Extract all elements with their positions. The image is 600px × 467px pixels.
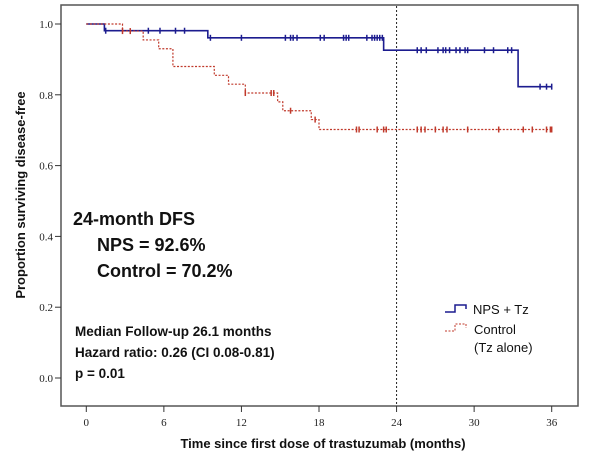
x-tick-label: 24 xyxy=(391,417,403,429)
x-tick-label: 0 xyxy=(84,417,90,429)
legend-swatch-nps xyxy=(445,304,467,313)
legend-label-control-line2: (Tz alone) xyxy=(474,340,533,355)
plot-frame xyxy=(60,4,579,407)
x-tick-label: 36 xyxy=(546,417,558,429)
x-axis-label: Time since first dose of trastuzumab (mo… xyxy=(180,436,465,451)
y-tick-label: 0.8 xyxy=(39,90,53,102)
annotation-dfs-title: 24-month DFS xyxy=(73,209,195,229)
legend-label-nps: NPS + Tz xyxy=(473,302,529,317)
x-tick-label: 30 xyxy=(469,417,481,429)
annotation-p-value: p = 0.01 xyxy=(75,366,125,381)
x-tick-label: 12 xyxy=(236,417,247,429)
annotation-nps-dfs: NPS = 92.6% xyxy=(97,235,206,255)
legend: NPS + Tz Control (Tz alone) xyxy=(445,302,533,355)
survival-curve-nps-tz xyxy=(86,23,552,88)
legend-swatch-control xyxy=(445,323,467,332)
y-axis-label: Proportion surviving disease-free xyxy=(13,91,28,298)
x-tick-label: 6 xyxy=(161,417,167,429)
y-tick-label: 0.6 xyxy=(39,161,53,173)
legend-label-control: Control xyxy=(474,322,516,337)
y-tick-label: 0.0 xyxy=(39,373,53,385)
annotation-control-dfs: Control = 70.2% xyxy=(97,261,233,281)
x-tick-label: 18 xyxy=(314,417,326,429)
y-tick-label: 0.4 xyxy=(39,231,53,243)
y-tick-label: 1.0 xyxy=(39,19,53,31)
annotation-followup: Median Follow-up 26.1 months xyxy=(75,324,272,339)
annotation-hazard-ratio: Hazard ratio: 0.26 (CI 0.08-0.81) xyxy=(75,345,275,360)
y-tick-label: 0.2 xyxy=(39,302,53,314)
